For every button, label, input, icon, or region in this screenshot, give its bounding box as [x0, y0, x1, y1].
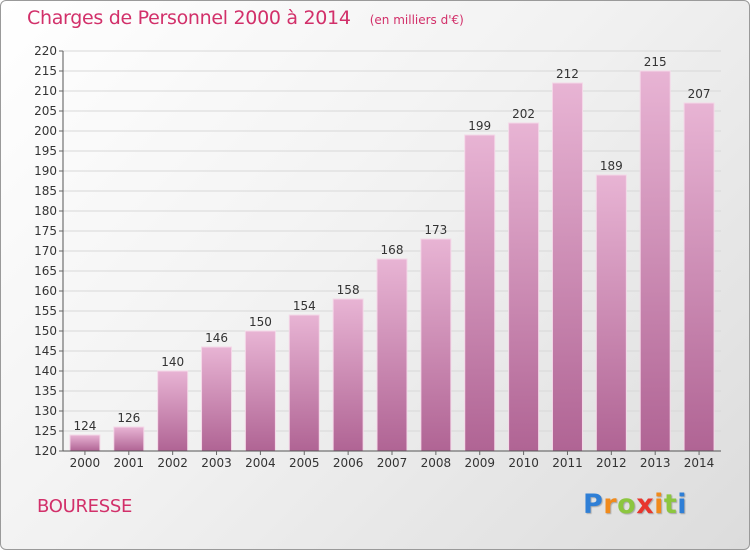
chart-subtitle: (en milliers d'€): [369, 13, 464, 27]
data-label: 124: [73, 419, 96, 433]
data-label: 126: [117, 411, 140, 425]
bar-2008[interactable]: [420, 238, 452, 452]
logo-letter: o: [617, 489, 637, 520]
y-tick-label: 200: [34, 124, 57, 138]
x-tick-label: 2014: [684, 456, 715, 470]
x-tick-labels: 2000 2001 2002 2003 2004 2005 2006 2007 2008 2009…: [70, 451, 715, 470]
bar-2012[interactable]: [595, 174, 627, 452]
logo-letter: x: [636, 489, 655, 520]
logo-letter: P: [583, 489, 604, 520]
y-tick-label: 195: [34, 144, 57, 158]
y-tick-label: 150: [34, 324, 57, 338]
x-tick-label: 2013: [640, 456, 671, 470]
x-tick-label: 2004: [245, 456, 276, 470]
x-tick-label: 2008: [421, 456, 452, 470]
data-label: 215: [644, 55, 667, 69]
bar-2003[interactable]: [201, 346, 233, 452]
bar-2001[interactable]: [113, 426, 145, 452]
bar-2000[interactable]: [69, 434, 101, 452]
y-tick-label: 175: [34, 224, 57, 238]
data-label: 154: [293, 299, 316, 313]
data-label: 202: [512, 107, 535, 121]
logo-letter: i: [654, 489, 664, 520]
data-label: 168: [381, 243, 404, 257]
x-tick-label: 2011: [552, 456, 583, 470]
logo-letter: i: [677, 489, 688, 520]
data-label: 199: [468, 119, 491, 133]
bar-2013[interactable]: [639, 70, 671, 452]
y-tick-label: 135: [34, 384, 57, 398]
y-tick-label: 215: [34, 64, 57, 78]
x-tick-label: 2009: [464, 456, 495, 470]
x-tick-label: 2000: [70, 456, 101, 470]
data-label: 140: [161, 355, 184, 369]
y-tick-label: 140: [34, 364, 57, 378]
logo-letter: t: [663, 489, 678, 520]
bar-2006[interactable]: [332, 298, 364, 452]
data-label: 189: [600, 159, 623, 173]
y-tick-label: 125: [34, 424, 57, 438]
y-tick-label: 205: [34, 104, 57, 118]
commune-name: BOURESSE: [37, 496, 133, 517]
y-tick-label: 160: [34, 284, 57, 298]
y-tick-label: 220: [34, 44, 57, 58]
bar-2004[interactable]: [244, 330, 276, 452]
bar-2011[interactable]: [551, 82, 583, 452]
x-tick-label: 2007: [377, 456, 408, 470]
proxiti-logo[interactable]: Proxiti: [583, 489, 687, 520]
data-label: 207: [688, 87, 711, 101]
bar-2002[interactable]: [157, 370, 189, 452]
bar-2010[interactable]: [508, 122, 540, 452]
y-tick-label: 170: [34, 244, 57, 258]
y-tick-label: 180: [34, 204, 57, 218]
x-tick-label: 2003: [201, 456, 232, 470]
logo-letter: r: [603, 489, 618, 520]
x-tick-label: 2001: [114, 456, 145, 470]
x-tick-label: 2002: [157, 456, 188, 470]
y-tick-label: 165: [34, 264, 57, 278]
y-tick-label: 120: [34, 444, 57, 458]
y-tick-label: 130: [34, 404, 57, 418]
bar-2005[interactable]: [288, 314, 320, 452]
bars: [69, 70, 715, 452]
bar-2009[interactable]: [464, 134, 496, 452]
x-tick-label: 2006: [333, 456, 364, 470]
y-tick-label: 185: [34, 184, 57, 198]
bar-2007[interactable]: [376, 258, 408, 452]
y-tick-label: 155: [34, 304, 57, 318]
x-tick-label: 2012: [596, 456, 627, 470]
x-tick-label: 2005: [289, 456, 320, 470]
data-label: 158: [337, 283, 360, 297]
y-tick-label: 210: [34, 84, 57, 98]
y-tick-label: 190: [34, 164, 57, 178]
data-label: 173: [424, 223, 447, 237]
y-tick-labels: 120 125 130 135 140 145 150 155 160 165 170 175 180 1…: [34, 44, 63, 458]
data-label: 146: [205, 331, 228, 345]
title-row: Charges de Personnel 2000 à 2014 (en mil…: [27, 7, 464, 29]
bar-2014[interactable]: [683, 102, 715, 452]
data-labels: 124 126 140 146 150 154 158 168 173 199 202 212 189 2…: [73, 55, 710, 433]
data-label: 212: [556, 67, 579, 81]
chart-title: Charges de Personnel 2000 à 2014: [27, 7, 351, 29]
x-tick-label: 2010: [508, 456, 539, 470]
y-tick-label: 145: [34, 344, 57, 358]
data-label: 150: [249, 315, 272, 329]
